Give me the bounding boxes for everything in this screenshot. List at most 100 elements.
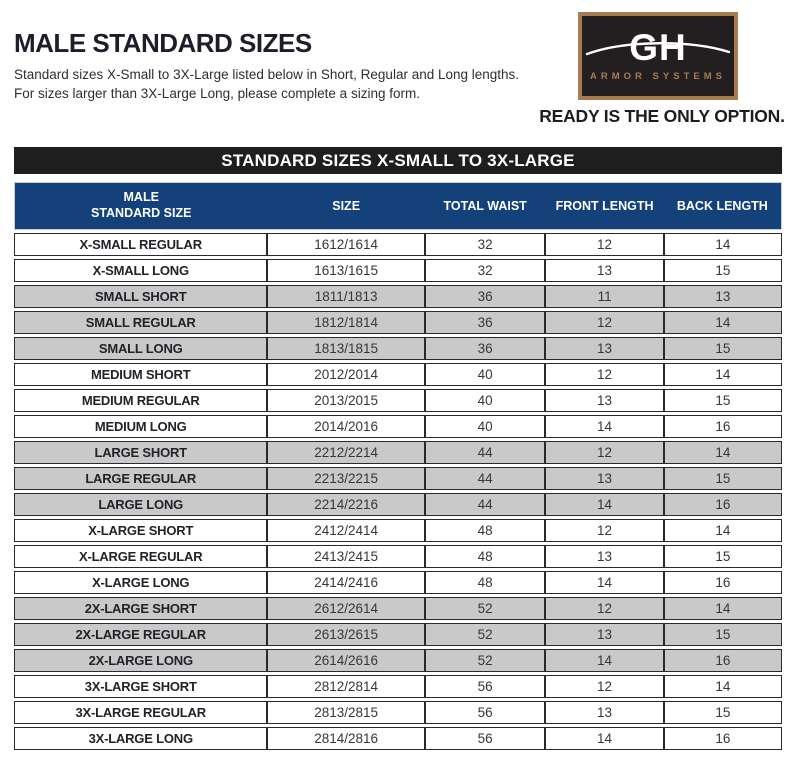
size-code-cell: 1812/1814	[267, 311, 425, 334]
total-waist-cell: 52	[424, 597, 546, 620]
total-waist-cell: 40	[424, 415, 546, 438]
front-length-cell: 13	[545, 337, 664, 360]
size-label-cell: 2X-LARGE SHORT	[14, 597, 268, 620]
size-code-cell: 2013/2015	[267, 389, 425, 412]
front-length-cell: 12	[545, 363, 664, 386]
table-row: 3X-LARGE REGULAR 2813/2815 56 13 15	[14, 701, 782, 724]
front-length-cell: 14	[545, 571, 664, 594]
page-title: MALE STANDARD SIZES	[14, 28, 312, 58]
back-length-cell: 16	[663, 571, 782, 594]
size-label-cell: LARGE SHORT	[14, 441, 268, 464]
table-row: MEDIUM SHORT 2012/2014 40 12 14	[14, 363, 782, 386]
front-length-cell: 13	[545, 467, 664, 490]
total-waist-cell: 36	[424, 311, 546, 334]
back-length-cell: 15	[663, 467, 782, 490]
front-length-cell: 14	[545, 415, 664, 438]
total-waist-cell: 44	[424, 441, 546, 464]
page-subtitle: Standard sizes X-Small to 3X-Large liste…	[14, 66, 519, 104]
svg-text:GH: GH	[629, 27, 687, 68]
total-waist-cell: 32	[424, 233, 546, 256]
back-length-cell: 15	[663, 259, 782, 282]
size-label-cell: MEDIUM REGULAR	[14, 389, 268, 412]
size-label-cell: X-LARGE SHORT	[14, 519, 268, 542]
size-label-cell: LARGE REGULAR	[14, 467, 268, 490]
size-code-cell: 2012/2014	[267, 363, 425, 386]
back-length-cell: 15	[663, 337, 782, 360]
gh-monogram-icon: GH	[585, 27, 731, 68]
total-waist-cell: 56	[424, 675, 546, 698]
front-length-cell: 12	[545, 233, 664, 256]
back-length-cell: 13	[663, 285, 782, 308]
size-label-cell: X-SMALL REGULAR	[14, 233, 268, 256]
total-waist-cell: 44	[424, 467, 546, 490]
total-waist-cell: 40	[424, 363, 546, 386]
total-waist-cell: 44	[424, 493, 546, 516]
front-length-cell: 13	[545, 623, 664, 646]
table-row: X-SMALL LONG 1613/1615 32 13 15	[14, 259, 782, 282]
back-length-cell: 16	[663, 415, 782, 438]
total-waist-cell: 52	[424, 649, 546, 672]
table-row: X-SMALL REGULAR 1612/1614 32 12 14	[14, 233, 782, 256]
size-code-cell: 2613/2615	[267, 623, 425, 646]
table-row: X-LARGE SHORT 2412/2414 48 12 14	[14, 519, 782, 542]
size-code-cell: 2813/2815	[267, 701, 425, 724]
sizes-table-container: MALE STANDARD SIZE SIZE TOTAL WAIST FRON…	[14, 182, 782, 753]
front-length-cell: 14	[545, 649, 664, 672]
total-waist-cell: 36	[424, 285, 546, 308]
front-length-cell: 14	[545, 493, 664, 516]
front-length-cell: 13	[545, 701, 664, 724]
size-label-cell: 3X-LARGE LONG	[14, 727, 268, 750]
sizes-table-body: X-SMALL REGULAR 1612/1614 32 12 14 X-SMA…	[14, 233, 782, 750]
size-label-cell: X-LARGE LONG	[14, 571, 268, 594]
front-length-cell: 12	[545, 441, 664, 464]
size-label-cell: X-SMALL LONG	[14, 259, 268, 282]
total-waist-cell: 52	[424, 623, 546, 646]
table-row: 3X-LARGE SHORT 2812/2814 56 12 14	[14, 675, 782, 698]
size-code-cell: 2213/2215	[267, 467, 425, 490]
table-row: X-LARGE REGULAR 2413/2415 48 13 15	[14, 545, 782, 568]
sizes-table: MALE STANDARD SIZE SIZE TOTAL WAIST FRON…	[14, 179, 782, 753]
back-length-cell: 14	[663, 675, 782, 698]
total-waist-cell: 56	[424, 701, 546, 724]
size-code-cell: 2212/2214	[267, 441, 425, 464]
size-label-cell: LARGE LONG	[14, 493, 268, 516]
total-waist-cell: 48	[424, 571, 546, 594]
front-length-cell: 13	[545, 389, 664, 412]
brand-tagline: READY IS THE ONLY OPTION.	[539, 106, 785, 126]
table-row: MEDIUM LONG 2014/2016 40 14 16	[14, 415, 782, 438]
total-waist-cell: 36	[424, 337, 546, 360]
size-label-cell: SMALL LONG	[14, 337, 268, 360]
size-code-cell: 1613/1615	[267, 259, 425, 282]
back-length-cell: 14	[663, 441, 782, 464]
total-waist-cell: 48	[424, 545, 546, 568]
size-code-cell: 2812/2814	[267, 675, 425, 698]
back-length-cell: 14	[663, 233, 782, 256]
header-total-waist: TOTAL WAIST	[424, 182, 546, 230]
armor-systems-label: ARMOR SYSTEMS	[590, 71, 726, 82]
size-code-cell: 2412/2414	[267, 519, 425, 542]
back-length-cell: 16	[663, 493, 782, 516]
size-label-cell: X-LARGE REGULAR	[14, 545, 268, 568]
header-front-length: FRONT LENGTH	[545, 182, 664, 230]
total-waist-cell: 32	[424, 259, 546, 282]
table-row: 3X-LARGE LONG 2814/2816 56 14 16	[14, 727, 782, 750]
total-waist-cell: 48	[424, 519, 546, 542]
front-length-cell: 11	[545, 285, 664, 308]
front-length-cell: 12	[545, 675, 664, 698]
size-code-cell: 2614/2616	[267, 649, 425, 672]
table-row: LARGE SHORT 2212/2214 44 12 14	[14, 441, 782, 464]
size-code-cell: 2214/2216	[267, 493, 425, 516]
size-label-cell: MEDIUM SHORT	[14, 363, 268, 386]
size-code-cell: 2612/2614	[267, 597, 425, 620]
table-row: SMALL SHORT 1811/1813 36 11 13	[14, 285, 782, 308]
table-row: LARGE REGULAR 2213/2215 44 13 15	[14, 467, 782, 490]
back-length-cell: 14	[663, 597, 782, 620]
table-row: 2X-LARGE LONG 2614/2616 52 14 16	[14, 649, 782, 672]
back-length-cell: 16	[663, 649, 782, 672]
size-code-cell: 1612/1614	[267, 233, 425, 256]
back-length-cell: 15	[663, 389, 782, 412]
size-code-cell: 2014/2016	[267, 415, 425, 438]
size-code-cell: 2814/2816	[267, 727, 425, 750]
table-header-row: MALE STANDARD SIZE SIZE TOTAL WAIST FRON…	[14, 182, 782, 230]
brand-logo: GH ARMOR SYSTEMS	[578, 12, 738, 100]
